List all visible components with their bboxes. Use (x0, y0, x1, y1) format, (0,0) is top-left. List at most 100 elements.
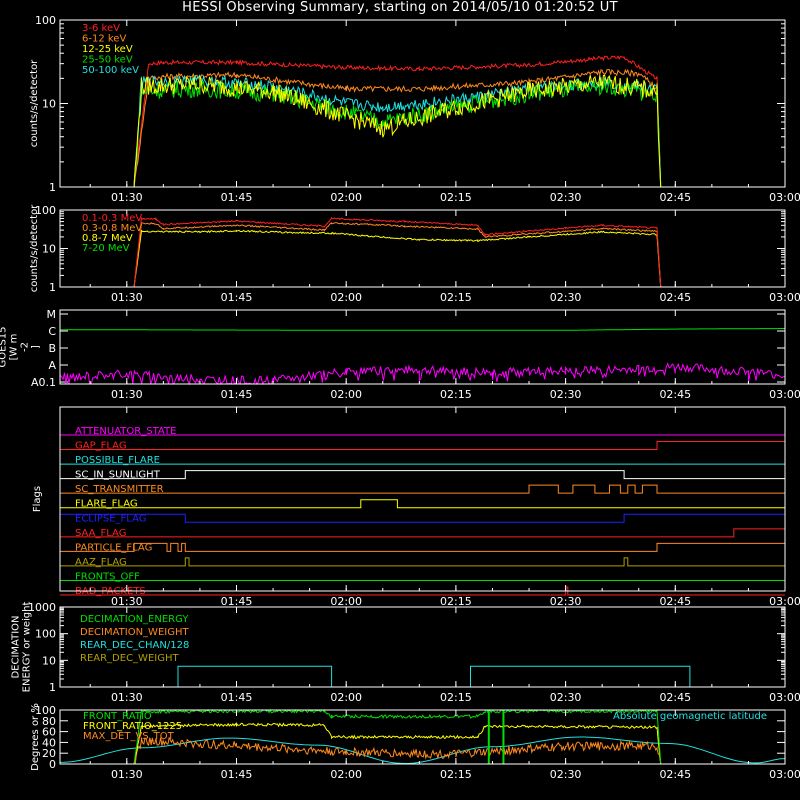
panel-frame (59, 606, 786, 688)
flag-label: PARTICLE_FLAG (75, 542, 152, 553)
time-tick-label: 03:00 (769, 191, 800, 204)
y-axis-label-group: GOES15 [W m -2] (0, 326, 42, 367)
legend-entry: 3-6 keV (82, 23, 120, 34)
legend-entry: FRONT_RATIO (83, 711, 152, 722)
legend-entry: REAR_DEC_CHAN/128 (80, 640, 189, 651)
legend-entry: 50-100 keV (82, 65, 139, 76)
y-tick-label: B (48, 342, 56, 355)
y-tick-label: 1 (49, 681, 56, 694)
legend-entry: DECIMATION_WEIGHT (80, 627, 189, 638)
flag-line (59, 513, 786, 523)
flag-line (60, 499, 785, 509)
y-tick-label: 10 (42, 98, 56, 111)
y-axis-label: ] (31, 345, 42, 349)
time-tick-label: 03:00 (769, 768, 800, 781)
legend-entry: 0.3-0.8 MeV (82, 223, 142, 234)
time-tick-label: 01:30 (111, 191, 143, 204)
flag-line (60, 557, 785, 567)
flag-line (60, 586, 785, 596)
time-tick-label: 01:30 (111, 595, 143, 608)
y-tick-label: C (48, 325, 56, 338)
panel-frame (59, 709, 786, 765)
time-tick-label: 02:15 (440, 388, 472, 401)
y-axis-label: ENERGY or weight (22, 602, 33, 693)
y-axis-label: -2 (20, 342, 31, 352)
flag-label: FRONTS_OFF (75, 571, 140, 582)
flag-label: SC_IN_SUNLIGHT (75, 470, 161, 481)
series-line (133, 74, 662, 188)
legend-entry: FRONT_RATIO_1225 (83, 721, 182, 732)
chart-title: HESSI Observing Summary, starting on 201… (182, 0, 618, 15)
y-tick-label: 0 (49, 758, 56, 771)
time-tick-label: 02:45 (659, 388, 691, 401)
time-tick-label: 01:45 (221, 595, 253, 608)
flag-label: SAA_FLAG (75, 528, 126, 539)
flag-label: ECLIPSE_FLAG (75, 513, 146, 524)
y-tick-label: M (47, 308, 57, 321)
series-line (60, 665, 785, 688)
y-axis-label: [W m (9, 334, 20, 361)
legend-entry: REAR_DEC_WEIGHT (80, 653, 179, 664)
series-line (59, 362, 786, 386)
time-tick-label: 02:30 (550, 595, 582, 608)
time-tick-label: 02:30 (550, 388, 582, 401)
y-axis-label: counts/s/detector (29, 59, 40, 147)
y-tick-label: 100 (35, 628, 56, 641)
time-tick-label: 02:00 (330, 768, 362, 781)
y-axis-label: counts/s/detector (29, 204, 40, 292)
time-tick-label: 02:30 (550, 691, 582, 704)
flag-line (60, 441, 786, 451)
time-tick-label: 03:00 (769, 388, 800, 401)
series-line (133, 68, 662, 188)
y-tick-label: 100 (35, 14, 56, 27)
flag-label: AAZ_FLAG (75, 557, 127, 568)
panel-frame (59, 309, 786, 385)
time-tick-label: 02:30 (550, 291, 582, 304)
legend-entry: 25-50 keV (82, 55, 133, 66)
time-tick-label: 02:45 (659, 691, 691, 704)
y-tick-label: 10 (42, 243, 56, 256)
y-tick-label: 20 (42, 747, 56, 760)
time-tick-label: 02:00 (330, 291, 362, 304)
y-tick-label: 1 (49, 181, 56, 194)
flag-label: SC_TRANSMITTER (75, 484, 164, 495)
time-tick-label: 02:45 (659, 768, 691, 781)
y-axis-label: DECIMATION (11, 615, 22, 678)
flag-line (60, 528, 786, 538)
legend-entry: MAX_DET_VS_TOT (83, 731, 175, 742)
y-tick-label: 10 (42, 654, 56, 667)
flag-line (60, 470, 785, 480)
legend-entry: 0.1-0.3 MeV (82, 213, 142, 224)
y-tick-label: 40 (42, 736, 56, 749)
time-tick-label: 01:30 (111, 291, 143, 304)
flag-label: POSSIBLE_FLARE (75, 455, 160, 466)
y-axis-label-group: Degrees or % (30, 703, 41, 771)
time-tick-label: 02:00 (330, 691, 362, 704)
legend-entry: 0.8-7 MeV (82, 233, 133, 244)
y-axis-label-group: Flags (32, 486, 43, 512)
time-tick-label: 01:30 (111, 768, 143, 781)
time-tick-label: 03:00 (769, 595, 800, 608)
time-tick-label: 02:00 (330, 191, 362, 204)
series-line (133, 721, 662, 764)
series-line (133, 229, 662, 288)
series-line (60, 328, 785, 331)
legend-entry: 6-12 keV (82, 34, 126, 45)
legend-entry: 12-25 keV (82, 44, 133, 55)
series-line (133, 708, 662, 765)
time-tick-label: 02:15 (440, 191, 472, 204)
y-tick-label: 100 (35, 204, 56, 217)
flag-line (60, 542, 786, 552)
time-tick-label: 02:30 (550, 191, 582, 204)
panel-frame (59, 19, 786, 188)
y-tick-label: 60 (42, 726, 56, 739)
flag-label: GAP_FLAG (75, 441, 127, 452)
y-axis-label: Degrees or % (30, 703, 41, 771)
time-tick-label: 01:45 (221, 691, 253, 704)
panel-frame (59, 406, 786, 592)
time-tick-label: 02:45 (659, 291, 691, 304)
y-axis-label-group: counts/s/detector (29, 59, 40, 147)
y-tick-label: 100 (35, 704, 56, 717)
time-tick-label: 01:45 (221, 191, 253, 204)
